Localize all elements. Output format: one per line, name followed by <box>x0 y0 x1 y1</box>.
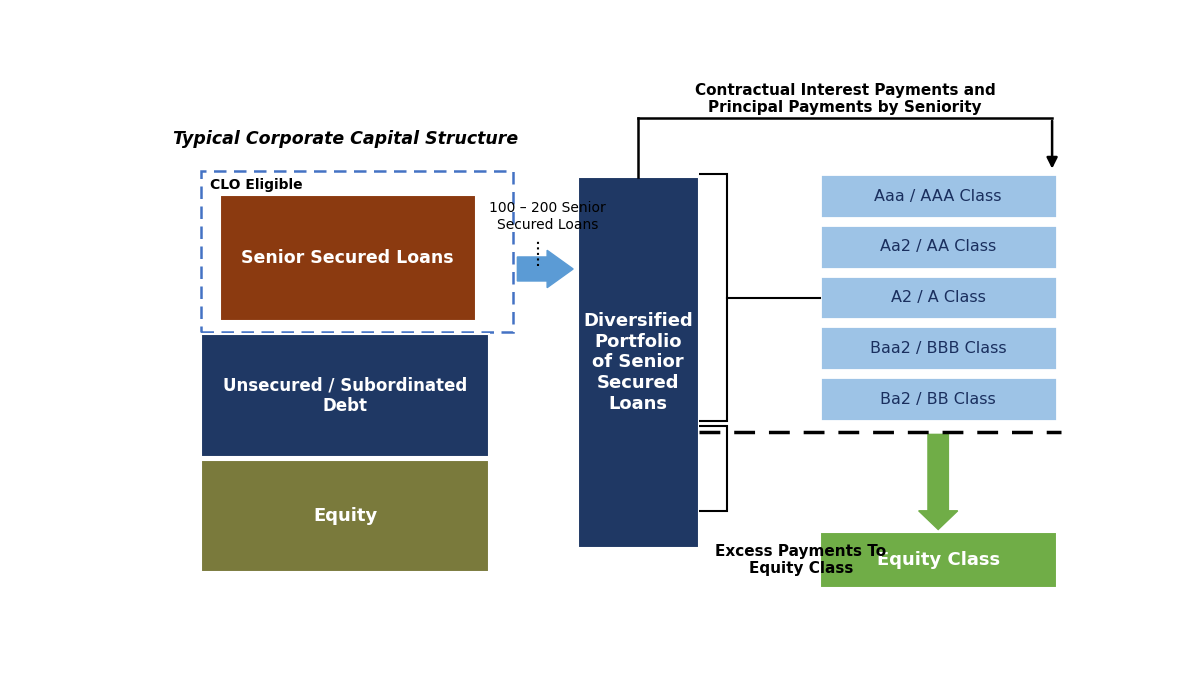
Text: 100 – 200 Senior
Secured Loans: 100 – 200 Senior Secured Loans <box>490 201 606 232</box>
Bar <box>220 196 475 321</box>
Bar <box>202 171 512 332</box>
Bar <box>820 326 1057 370</box>
Bar <box>820 532 1057 589</box>
Text: Equity Class: Equity Class <box>877 551 1000 569</box>
Text: Senior Secured Loans: Senior Secured Loans <box>241 249 454 267</box>
Text: Aa2 / AA Class: Aa2 / AA Class <box>880 239 996 254</box>
FancyArrow shape <box>919 434 958 530</box>
Text: Baa2 / BBB Class: Baa2 / BBB Class <box>870 341 1007 356</box>
Bar <box>820 378 1057 421</box>
Text: Unsecured / Subordinated
Debt: Unsecured / Subordinated Debt <box>223 376 468 415</box>
Bar <box>820 225 1057 269</box>
Bar <box>578 177 698 548</box>
Text: A2 / A Class: A2 / A Class <box>890 290 985 305</box>
Text: Diversified
Portfolio
of Senior
Secured
Loans: Diversified Portfolio of Senior Secured … <box>583 312 694 413</box>
Text: Equity: Equity <box>313 507 378 525</box>
Text: CLO Eligible: CLO Eligible <box>210 178 304 192</box>
Text: Aaa / AAA Class: Aaa / AAA Class <box>875 189 1002 203</box>
Bar <box>820 174 1057 218</box>
Bar <box>202 335 490 457</box>
Text: Typical Corporate Capital Structure: Typical Corporate Capital Structure <box>173 130 518 149</box>
Text: Excess Payments To
Equity Class: Excess Payments To Equity Class <box>715 544 887 577</box>
Text: Ba2 / BB Class: Ba2 / BB Class <box>881 391 996 407</box>
Bar <box>202 460 490 573</box>
FancyArrow shape <box>517 251 574 288</box>
Text: Contractual Interest Payments and
Principal Payments by Seniority: Contractual Interest Payments and Princi… <box>695 83 996 115</box>
Bar <box>820 276 1057 319</box>
